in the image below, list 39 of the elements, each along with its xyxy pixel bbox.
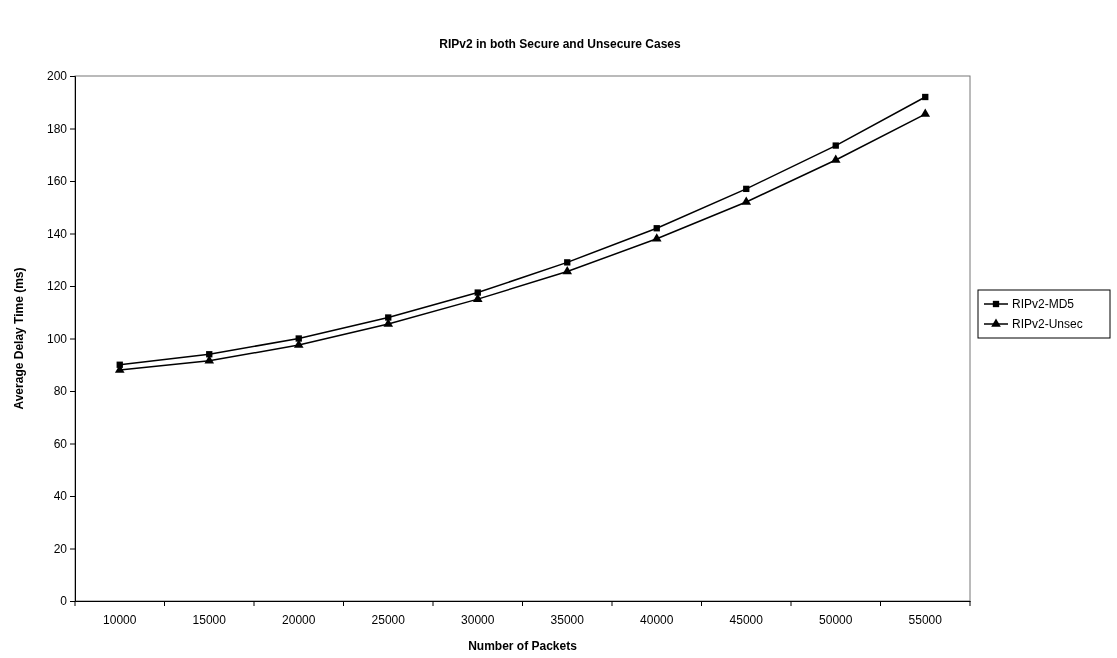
y-tick-label: 40 bbox=[53, 489, 68, 504]
chart-title: RIPv2 in both Secure and Unsecure Cases bbox=[439, 37, 682, 51]
point bbox=[743, 185, 750, 193]
point bbox=[474, 289, 481, 296]
y-axis-title: Average Delay Time (ms) bbox=[12, 267, 26, 410]
x-tick-label: 25000 bbox=[371, 612, 406, 627]
point bbox=[920, 108, 931, 117]
x-tick-label: 35000 bbox=[550, 612, 585, 627]
y-tick-label: 160 bbox=[46, 174, 68, 189]
x-tick-label: 45000 bbox=[729, 612, 764, 627]
y-tick-label: 200 bbox=[46, 69, 68, 84]
x-tick-label: 10000 bbox=[103, 612, 137, 627]
y-tick-label: 140 bbox=[46, 226, 68, 241]
x-tick-label: 15000 bbox=[192, 612, 227, 627]
x-tick-label: 40000 bbox=[640, 612, 674, 627]
y-tick-label: 100 bbox=[46, 331, 68, 346]
x-tick-label: 20000 bbox=[282, 612, 316, 627]
point bbox=[832, 142, 839, 149]
y-tick-label: 80 bbox=[53, 384, 68, 399]
legend-label: RIPv2-Unsec bbox=[1012, 317, 1083, 331]
y-tick-label: 60 bbox=[53, 436, 68, 451]
point bbox=[922, 93, 929, 101]
point bbox=[564, 259, 571, 266]
x-tick-label: 50000 bbox=[819, 612, 853, 627]
x-axis-title: Number of Packets bbox=[468, 639, 578, 653]
point bbox=[295, 335, 302, 342]
legend-label: RIPv2-MD5 bbox=[1012, 297, 1075, 311]
point bbox=[651, 233, 662, 242]
point bbox=[385, 314, 392, 321]
point bbox=[653, 225, 660, 232]
y-tick-label: 20 bbox=[53, 541, 68, 556]
point bbox=[741, 196, 752, 205]
y-tick-label: 180 bbox=[46, 121, 68, 136]
x-tick-label: 30000 bbox=[461, 612, 495, 627]
point bbox=[830, 154, 841, 163]
y-tick-label: 120 bbox=[46, 279, 68, 294]
point bbox=[562, 266, 573, 275]
x-tick-label: 55000 bbox=[908, 612, 943, 627]
y-tick-label: 0 bbox=[60, 594, 68, 609]
